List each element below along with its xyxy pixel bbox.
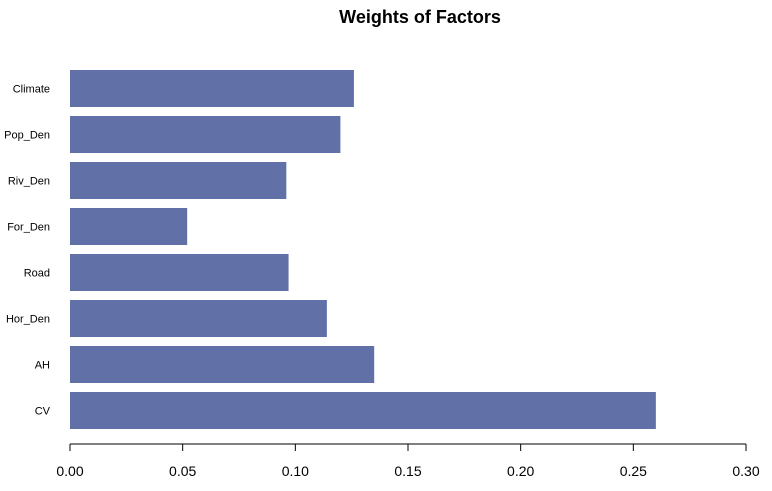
x-axis: 0.00 0.05 0.10 0.15 0.20 0.25 0.30 bbox=[56, 443, 760, 479]
category-label-road: Road bbox=[24, 268, 50, 280]
category-label-ah: AH bbox=[35, 360, 50, 372]
category-label-hor-den: Hor_Den bbox=[6, 314, 50, 326]
bar-ah bbox=[70, 346, 375, 383]
bar-for-den bbox=[70, 208, 188, 245]
x-tick-label-6: 0.30 bbox=[732, 463, 759, 479]
bar-road bbox=[70, 254, 289, 291]
category-label-cv: CV bbox=[35, 406, 51, 418]
x-tick-label-0: 0.00 bbox=[56, 463, 83, 479]
x-tick-label-5: 0.25 bbox=[620, 463, 647, 479]
x-tick-label-3: 0.15 bbox=[394, 463, 421, 479]
bar-climate bbox=[70, 70, 354, 107]
category-labels: Climate Pop_Den Riv_Den For_Den Road Hor_Den A… bbox=[4, 84, 51, 418]
category-label-pop-den: Pop_Den bbox=[4, 130, 50, 142]
x-tick-label-4: 0.20 bbox=[507, 463, 534, 479]
x-tick-label-2: 0.10 bbox=[282, 463, 309, 479]
bar-riv-den bbox=[70, 162, 287, 199]
bar-cv bbox=[70, 392, 656, 429]
chart-title: Weights of Factors bbox=[339, 7, 501, 27]
category-label-for-den: For_Den bbox=[7, 222, 50, 234]
category-label-riv-den: Riv_Den bbox=[8, 176, 50, 188]
bar-pop-den bbox=[70, 116, 341, 153]
bar-hor-den bbox=[70, 300, 327, 337]
bars-group bbox=[70, 70, 656, 429]
category-label-climate: Climate bbox=[13, 84, 50, 96]
x-tick-label-1: 0.05 bbox=[169, 463, 196, 479]
